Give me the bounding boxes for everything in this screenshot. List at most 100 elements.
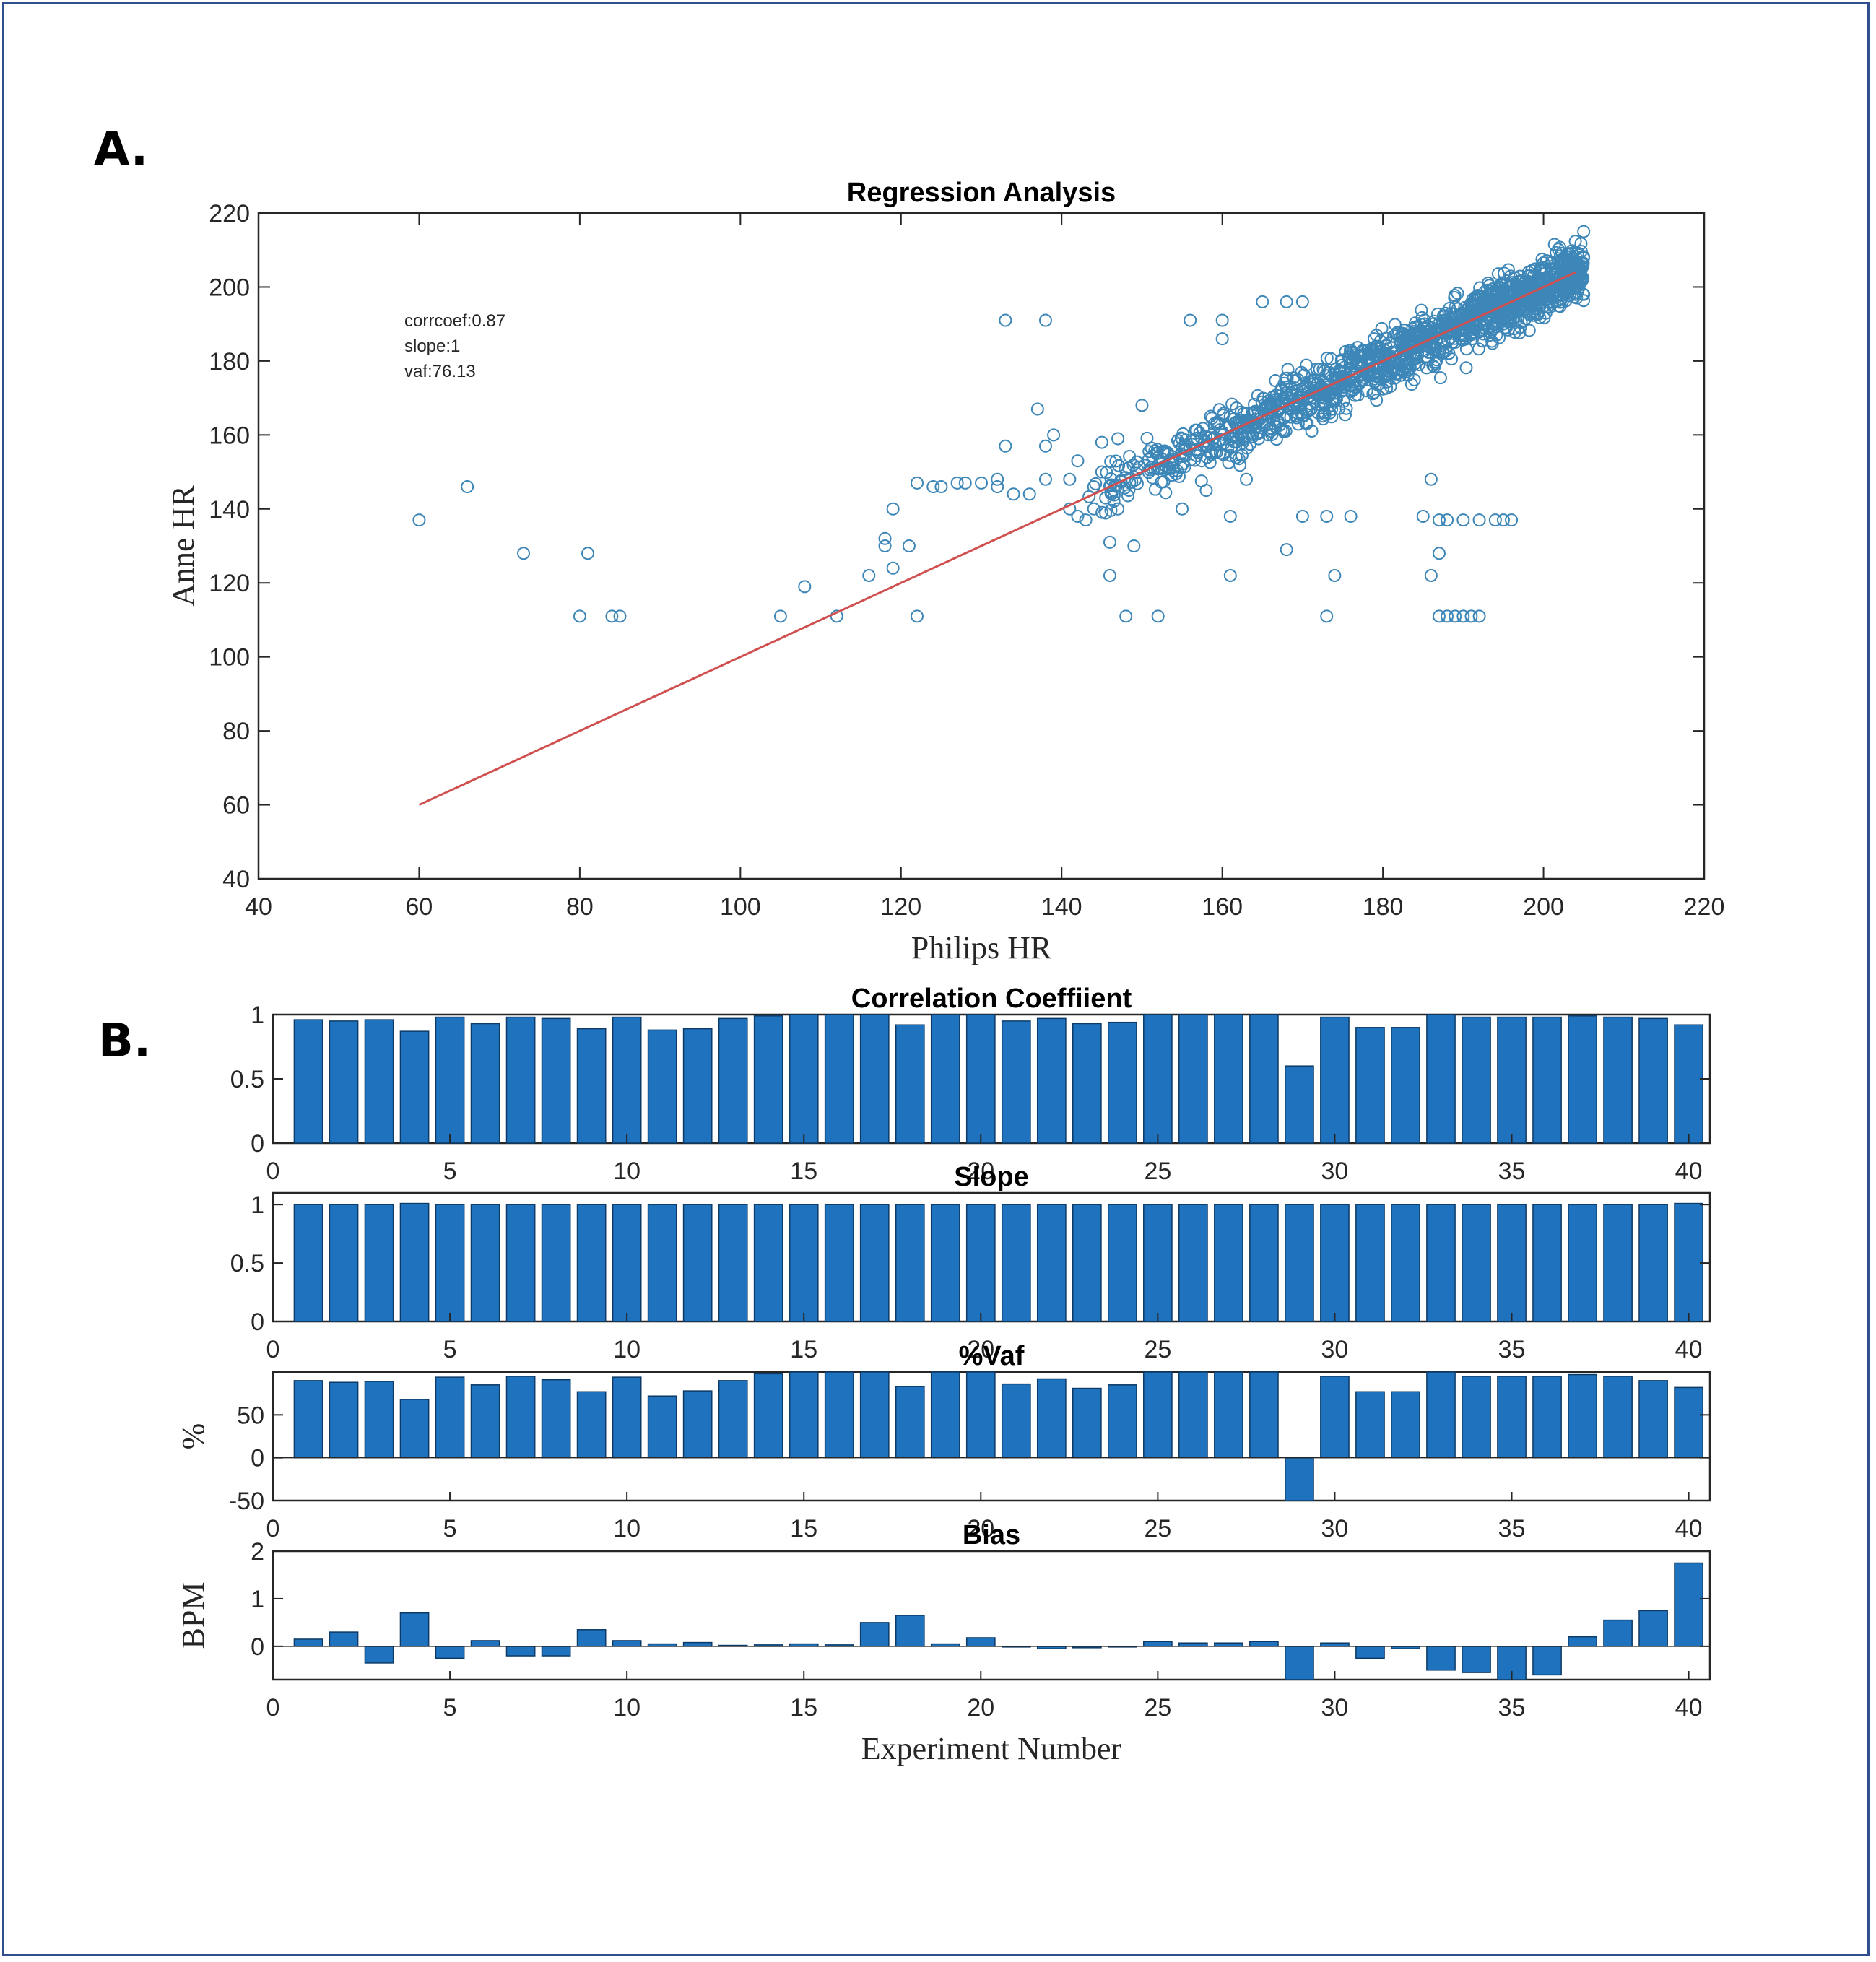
bar (293, 1019, 323, 1144)
bar (1214, 1014, 1243, 1144)
scatter-point (1401, 368, 1415, 382)
bar (859, 1204, 890, 1322)
bar (895, 1204, 925, 1322)
scatter-point (1189, 423, 1202, 437)
scatter-point (1472, 325, 1486, 339)
scatter-point (1355, 359, 1369, 373)
scatter-point (1038, 472, 1052, 486)
bar (1107, 1021, 1137, 1144)
bar (895, 1615, 925, 1647)
bar (399, 1030, 430, 1144)
scatter-point (1370, 394, 1384, 407)
bar (682, 1204, 713, 1322)
bar (1355, 1646, 1385, 1659)
scatter-point (1448, 336, 1462, 350)
x-tick-label: 40 (245, 893, 272, 921)
bar (1285, 1204, 1314, 1322)
x-tick-label: 35 (1498, 1515, 1526, 1542)
scatter-point (1178, 442, 1191, 456)
y-tick-label: 50 (237, 1402, 264, 1429)
x-tick-label: 15 (790, 1336, 817, 1363)
bar (930, 1371, 960, 1459)
scatter-point (1367, 332, 1381, 346)
scatter-point (1272, 401, 1286, 415)
scatter-point (1575, 274, 1589, 288)
y-tick-label: 40 (222, 866, 250, 893)
bar (1568, 1015, 1597, 1144)
y-axis-label: Anne HR (165, 485, 201, 607)
stats-annotation: vaf:76.13 (404, 362, 476, 381)
scatter-point (1403, 361, 1417, 375)
scatter-point (1540, 254, 1553, 268)
chart-title: Correlation Coeffiient (851, 984, 1132, 1014)
scatter-point (1225, 397, 1239, 411)
scatter-point (886, 502, 900, 516)
scatter-point (1404, 378, 1418, 391)
scatter-point (1127, 539, 1141, 552)
scatter-point (1030, 402, 1044, 416)
bar (1674, 1386, 1703, 1459)
x-tick-label: 15 (790, 1515, 817, 1542)
bar (1143, 1371, 1173, 1459)
scatter-point (1316, 409, 1329, 423)
scatter-point (1259, 408, 1273, 422)
x-tick-label: 35 (1498, 1158, 1526, 1185)
scatter-point (1253, 426, 1267, 440)
x-tick-label: 0 (266, 1694, 280, 1722)
stats-annotation: corrcoef:0.87 (404, 311, 505, 331)
scatter-point (1215, 332, 1229, 346)
scatter-point (1487, 296, 1501, 310)
scatter-point (1547, 238, 1561, 251)
bar (470, 1023, 500, 1144)
scatter-point (1436, 309, 1450, 323)
scatter-point (1432, 609, 1446, 623)
scatter-point (1199, 484, 1213, 498)
bar (1249, 1014, 1279, 1144)
bar (329, 1020, 359, 1144)
scatter-point (1320, 609, 1334, 623)
bar (1214, 1371, 1243, 1459)
scatter-point (1119, 609, 1133, 623)
scatter-point (1344, 510, 1358, 524)
bar (612, 1640, 642, 1647)
scatter-point (1345, 345, 1359, 359)
bar (505, 1646, 536, 1657)
scatter-point (1104, 503, 1118, 517)
scatter-point (1577, 225, 1591, 238)
bar (1214, 1204, 1243, 1322)
scatter-point (1022, 487, 1036, 501)
bar (435, 1376, 465, 1459)
scatter-point (1508, 326, 1521, 339)
scatter-point (1305, 424, 1319, 438)
scatter-point (1477, 321, 1490, 334)
x-tick-label: 20 (967, 1158, 994, 1185)
scatter-points (412, 225, 1591, 623)
scatter-point (1142, 453, 1155, 466)
scatter-point (1111, 432, 1125, 446)
x-tick-label: 15 (790, 1694, 817, 1722)
bar (399, 1612, 430, 1647)
x-tick-label: 80 (566, 893, 594, 921)
y-tick-label: 80 (222, 718, 250, 745)
scatter-point (1156, 445, 1170, 459)
scatter-point (1451, 302, 1464, 316)
scatter-point (1475, 298, 1488, 312)
scatter-point (581, 547, 595, 560)
scatter-point (1145, 461, 1158, 474)
bar (1603, 1016, 1633, 1144)
bar (859, 1014, 890, 1144)
bar (824, 1204, 854, 1322)
bar (718, 1204, 748, 1322)
scatter-point (1325, 410, 1339, 424)
scatter-point (1121, 489, 1135, 503)
x-tick-label: 20 (967, 1694, 994, 1722)
scatter-point (1459, 361, 1473, 375)
scatter-point (1107, 495, 1121, 508)
bar (1568, 1204, 1597, 1322)
bar (1107, 1384, 1137, 1459)
scatter-point (1071, 454, 1085, 468)
bar (1320, 1376, 1350, 1459)
bar (682, 1641, 713, 1647)
stats-annotation: slope:1 (404, 337, 460, 356)
scatter-plot: 40 60 80 100 120 140 160 180 200 220 40 60 80 100 120 1… (165, 178, 1724, 965)
